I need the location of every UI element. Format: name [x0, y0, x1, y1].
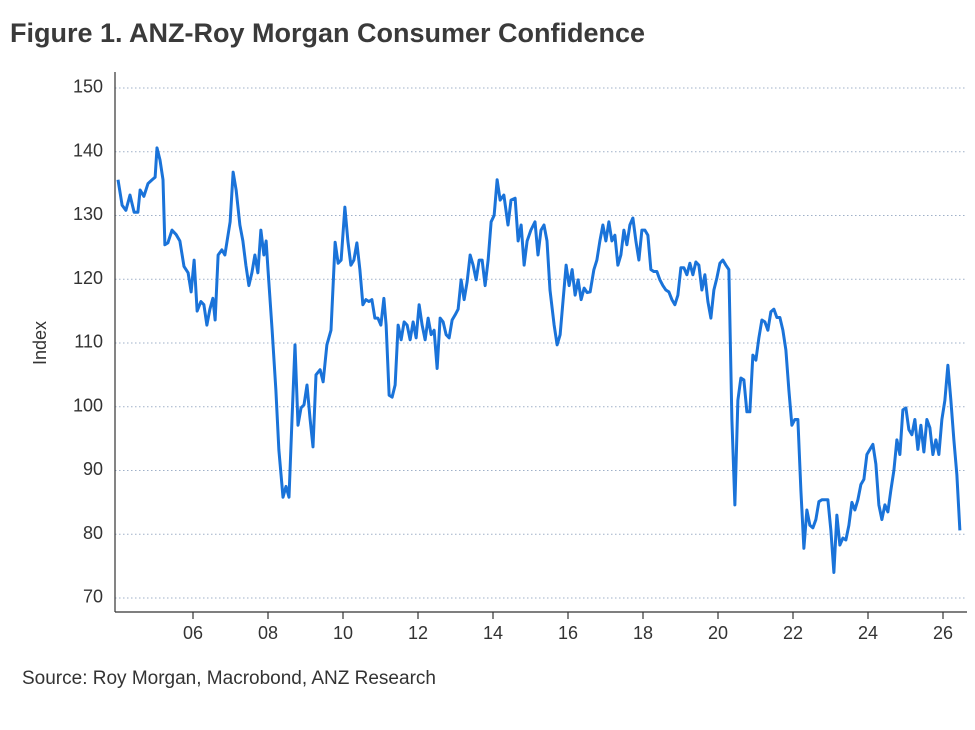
x-tick-label: 06 [183, 623, 203, 643]
y-tick-label: 130 [73, 204, 103, 224]
y-tick-label: 110 [74, 332, 103, 352]
x-tick-label: 10 [333, 623, 353, 643]
x-tick-label: 20 [708, 623, 728, 643]
y-tick-label: 100 [73, 395, 103, 415]
y-tick-label: 70 [83, 587, 103, 607]
source-note: Source: Roy Morgan, Macrobond, ANZ Resea… [22, 668, 436, 689]
y-tick-label: 90 [83, 459, 103, 479]
x-tick-label: 16 [558, 623, 578, 643]
y-tick-label: 80 [83, 523, 103, 543]
y-tick-label: 140 [73, 140, 103, 160]
x-tick-label: 12 [408, 623, 428, 643]
x-tick-label: 18 [633, 623, 653, 643]
x-tick-label: 24 [858, 623, 878, 643]
x-tick-label: 08 [258, 623, 278, 643]
y-axis-label: Index [30, 321, 50, 365]
chart-title: Figure 1. ANZ-Roy Morgan Consumer Confid… [10, 18, 645, 48]
y-tick-label: 120 [73, 268, 103, 288]
x-tick-label: 22 [783, 623, 803, 643]
y-tick-label: 150 [73, 77, 103, 97]
x-tick-label: 26 [933, 623, 953, 643]
x-tick-label: 14 [483, 623, 503, 643]
data-line [116, 146, 962, 574]
